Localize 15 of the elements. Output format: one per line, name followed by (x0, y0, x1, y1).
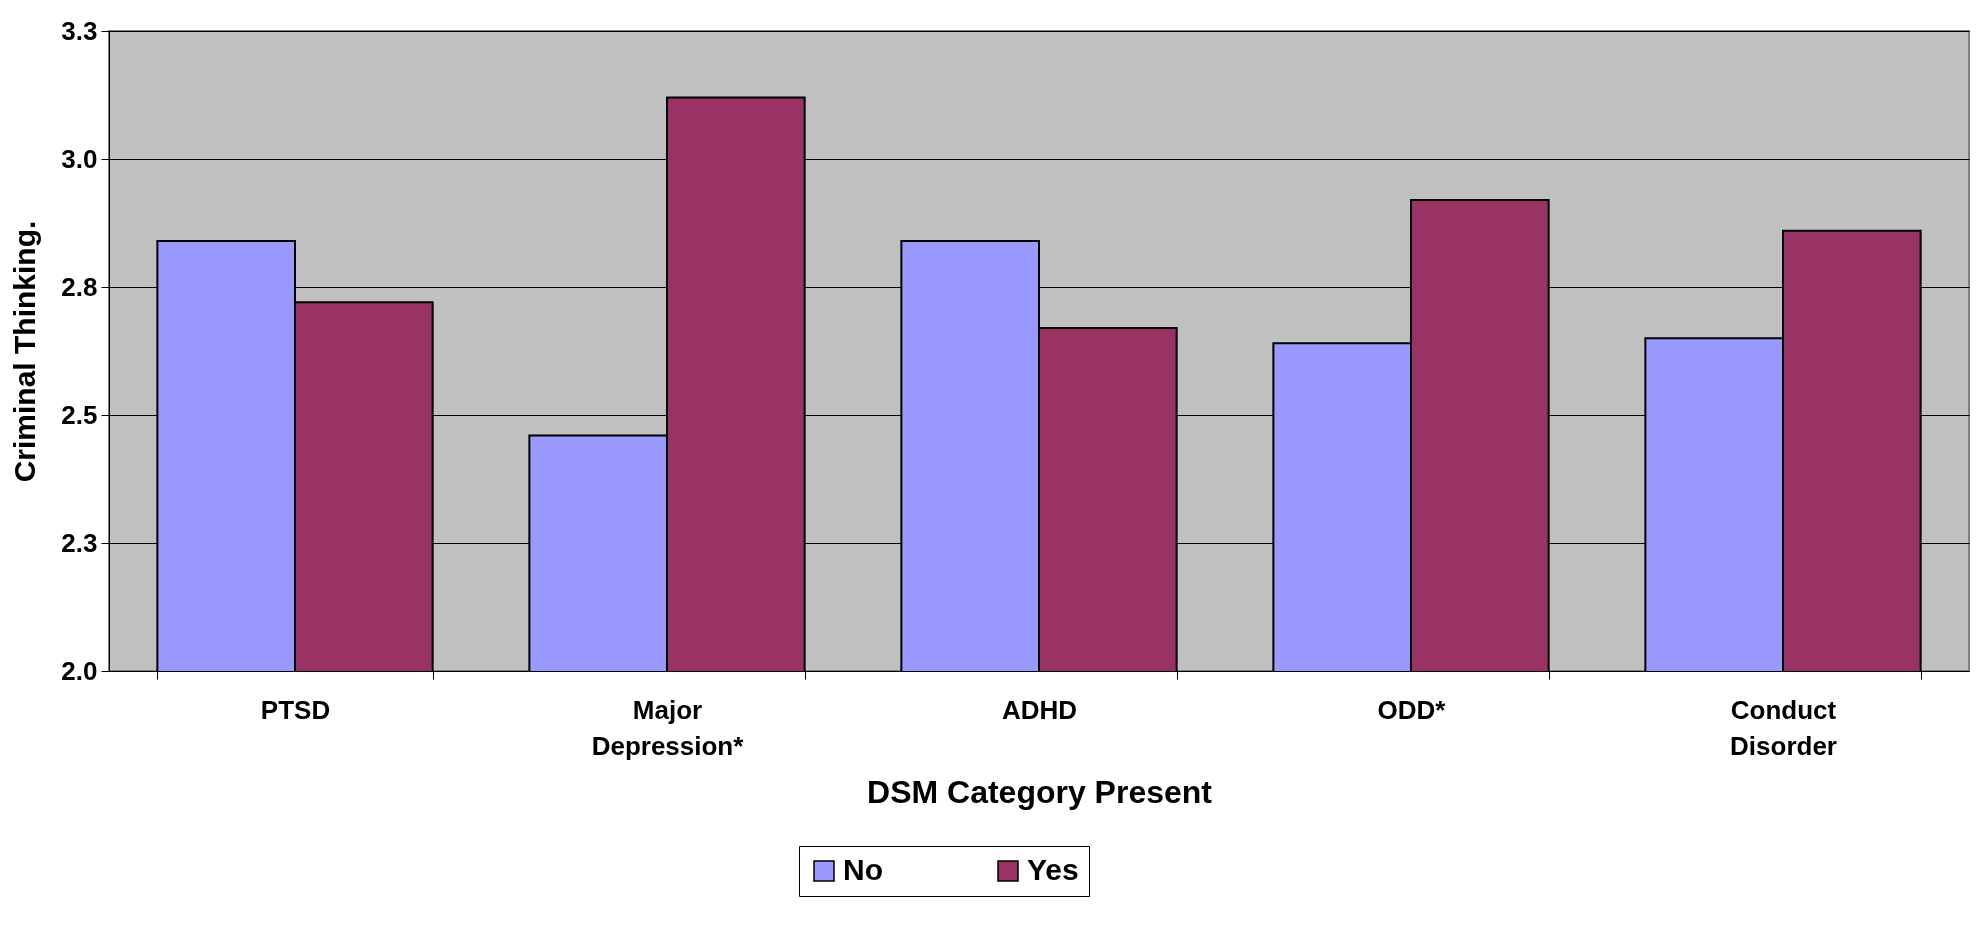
x-tick-label: PTSD (260, 694, 331, 725)
legend-label: Yes (1027, 853, 1079, 886)
y-tick-label: 2.0 (61, 655, 98, 686)
x-tick-label: Major Depression* (591, 694, 745, 761)
y-tick-label: 2.3 (61, 527, 98, 558)
x-axis-title: DSM Category Present (867, 773, 1213, 810)
y-tick-label: 2.5 (61, 399, 98, 430)
x-tick-label: ADHD (1001, 694, 1078, 725)
y-tick-label: 3.0 (61, 143, 98, 174)
y-tick-label: 3.3 (61, 15, 98, 46)
legend-label: No (843, 853, 883, 886)
y-tick-label: 2.8 (61, 271, 98, 302)
x-tick-label: ODD* (1377, 694, 1447, 725)
x-tick-label: Conduct Disorder (1730, 694, 1837, 761)
y-axis-title: Criminal Thinking. (8, 220, 42, 483)
